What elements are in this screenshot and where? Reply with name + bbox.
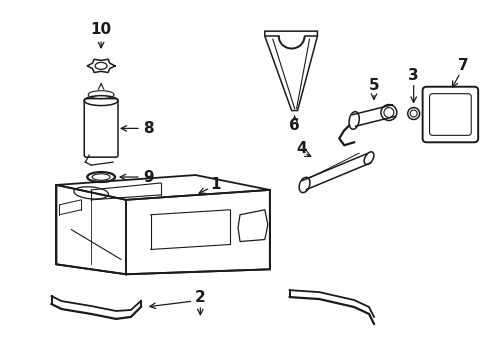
Text: 5: 5: [368, 78, 379, 93]
Text: 10: 10: [91, 22, 112, 37]
Text: 3: 3: [408, 68, 419, 83]
Text: 6: 6: [289, 118, 300, 133]
Text: 9: 9: [144, 170, 154, 185]
Text: 2: 2: [195, 289, 206, 305]
Text: 8: 8: [144, 121, 154, 136]
Text: 4: 4: [296, 141, 307, 156]
Text: 1: 1: [210, 177, 221, 193]
Text: 7: 7: [458, 58, 468, 73]
